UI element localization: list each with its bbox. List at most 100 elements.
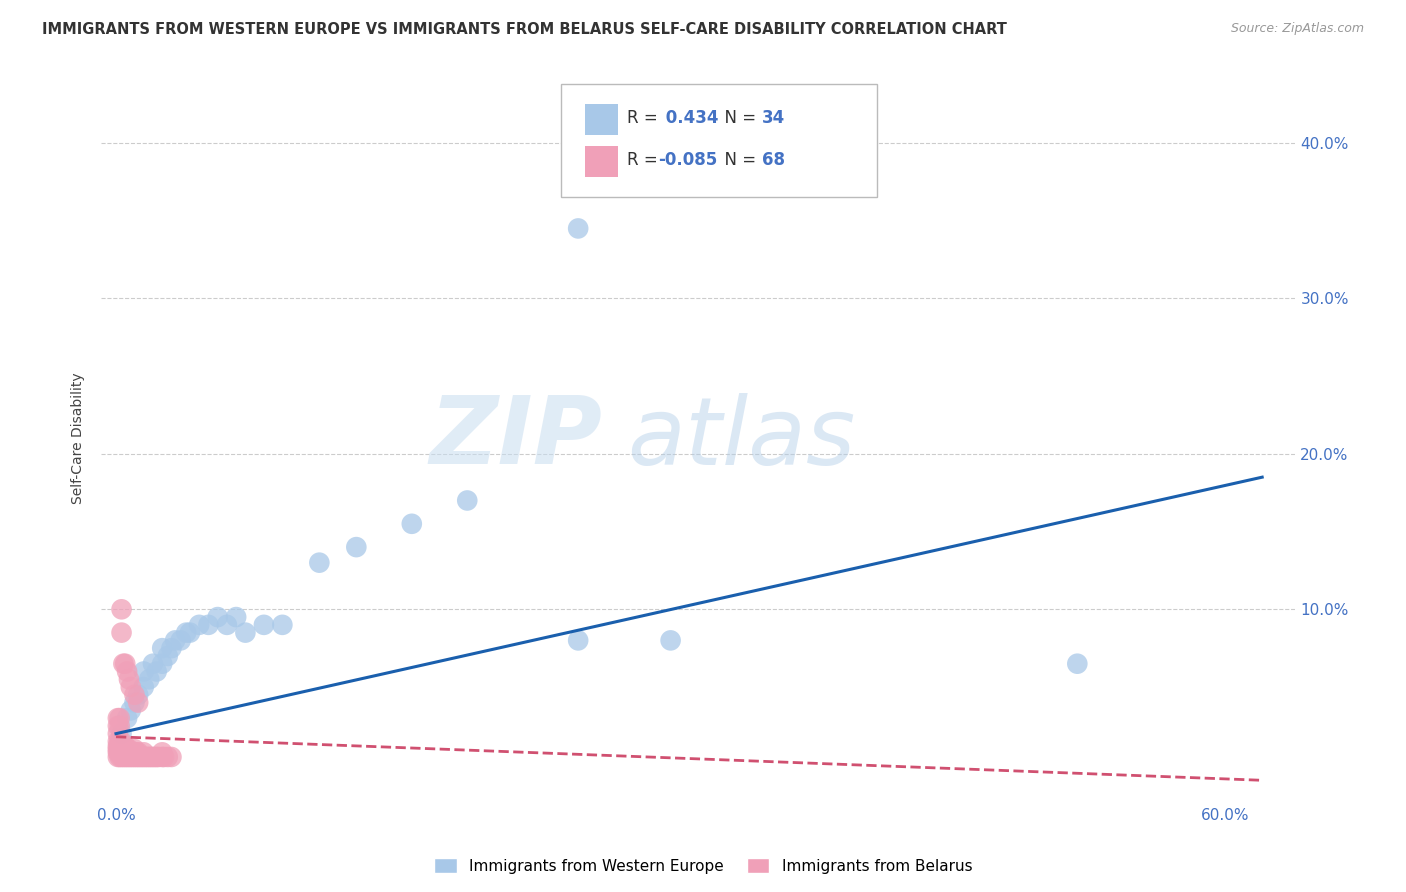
Point xyxy=(235,625,257,640)
Point xyxy=(150,657,173,671)
Text: 0.434: 0.434 xyxy=(661,109,718,127)
Point xyxy=(110,742,132,756)
Point xyxy=(112,745,135,759)
Point xyxy=(567,633,589,648)
Point xyxy=(108,734,131,748)
Point xyxy=(142,657,165,671)
Point xyxy=(110,734,132,748)
Point xyxy=(150,745,173,759)
Point xyxy=(142,750,165,764)
Point xyxy=(127,688,149,702)
Point xyxy=(112,657,135,671)
Point xyxy=(308,556,330,570)
Point xyxy=(107,719,129,733)
Point xyxy=(118,742,141,756)
Point xyxy=(127,696,149,710)
Point xyxy=(132,665,155,679)
Point xyxy=(160,750,183,764)
Point xyxy=(110,750,132,764)
Point xyxy=(114,745,136,759)
Point xyxy=(118,750,141,764)
Point xyxy=(207,610,229,624)
Text: atlas: atlas xyxy=(627,392,855,483)
Text: 68: 68 xyxy=(762,151,785,169)
Point xyxy=(120,703,142,717)
Point xyxy=(114,750,136,764)
Point xyxy=(120,750,142,764)
Point xyxy=(108,750,131,764)
FancyBboxPatch shape xyxy=(585,146,619,177)
Point xyxy=(170,633,193,648)
Point xyxy=(344,540,367,554)
Point xyxy=(115,750,138,764)
Point xyxy=(110,726,132,740)
Point xyxy=(114,739,136,753)
Point xyxy=(197,617,219,632)
Point xyxy=(121,745,143,759)
Point xyxy=(131,750,153,764)
Point xyxy=(174,625,197,640)
Legend: Immigrants from Western Europe, Immigrants from Belarus: Immigrants from Western Europe, Immigran… xyxy=(427,852,979,880)
Point xyxy=(153,750,176,764)
Point xyxy=(124,688,146,702)
Point xyxy=(225,610,247,624)
Point xyxy=(114,657,136,671)
Point xyxy=(150,641,173,656)
Point xyxy=(188,617,211,632)
FancyBboxPatch shape xyxy=(585,104,619,135)
Point xyxy=(567,221,589,235)
Point xyxy=(107,734,129,748)
Point xyxy=(118,745,141,759)
Point xyxy=(108,745,131,759)
Text: N =: N = xyxy=(714,151,761,169)
Text: ZIP: ZIP xyxy=(430,392,603,484)
Point xyxy=(124,750,146,764)
Point xyxy=(114,742,136,756)
Point xyxy=(107,742,129,756)
Point xyxy=(1066,657,1088,671)
Point xyxy=(110,625,132,640)
Point xyxy=(110,745,132,759)
Point xyxy=(165,633,187,648)
Point xyxy=(132,680,155,694)
Point xyxy=(135,750,157,764)
Point xyxy=(107,739,129,753)
Point xyxy=(107,711,129,725)
Text: IMMIGRANTS FROM WESTERN EUROPE VS IMMIGRANTS FROM BELARUS SELF-CARE DISABILITY C: IMMIGRANTS FROM WESTERN EUROPE VS IMMIGR… xyxy=(42,22,1007,37)
Point xyxy=(108,742,131,756)
Point xyxy=(160,641,183,656)
Point xyxy=(115,745,138,759)
Point xyxy=(125,750,148,764)
Point xyxy=(136,750,159,764)
Point xyxy=(124,742,146,756)
Point xyxy=(120,745,142,759)
Point xyxy=(156,750,179,764)
Point xyxy=(456,493,478,508)
Point xyxy=(132,750,155,764)
Point xyxy=(115,665,138,679)
Point xyxy=(107,750,129,764)
Point xyxy=(132,745,155,759)
Point xyxy=(110,602,132,616)
FancyBboxPatch shape xyxy=(561,84,877,197)
Point xyxy=(120,680,142,694)
Point xyxy=(124,696,146,710)
Point xyxy=(401,516,423,531)
Text: Source: ZipAtlas.com: Source: ZipAtlas.com xyxy=(1230,22,1364,36)
Point xyxy=(108,711,131,725)
Point xyxy=(107,745,129,759)
Point xyxy=(124,745,146,759)
Point xyxy=(115,742,138,756)
Text: N =: N = xyxy=(714,109,761,127)
Point xyxy=(138,750,160,764)
Point xyxy=(659,633,682,648)
Point xyxy=(108,719,131,733)
Point xyxy=(139,750,162,764)
Point xyxy=(112,750,135,764)
Point xyxy=(118,672,141,686)
Text: R =: R = xyxy=(627,109,662,127)
Point xyxy=(145,665,167,679)
Point xyxy=(125,745,148,759)
Point xyxy=(215,617,238,632)
Text: 34: 34 xyxy=(762,109,785,127)
